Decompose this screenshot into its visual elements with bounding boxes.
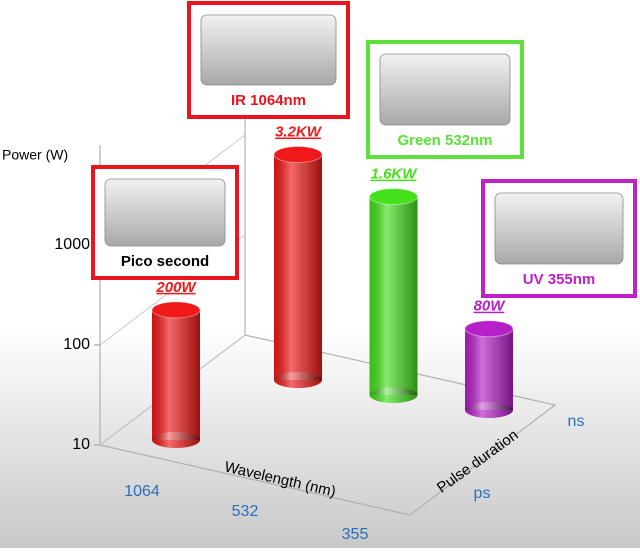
x-category-label: 532 xyxy=(232,503,259,520)
callout-label: IR 1064nm xyxy=(231,92,306,109)
x-category-label: 1064 xyxy=(124,483,160,500)
bar-shade xyxy=(369,196,418,395)
z-category-label: ps xyxy=(474,485,491,502)
y-tick-label: 100 xyxy=(63,336,90,353)
y-tick-label: 1000 xyxy=(54,236,90,253)
bar-top xyxy=(273,146,323,164)
bar-shade xyxy=(152,309,200,440)
bar-shade xyxy=(274,154,322,380)
device-image xyxy=(494,192,624,265)
bar-bottom-shade xyxy=(369,387,418,403)
value-label: 80W xyxy=(474,298,507,315)
y-axis-label: Power (W) xyxy=(2,147,68,163)
callout-label: UV 355nm xyxy=(523,271,596,288)
device-image xyxy=(379,53,511,126)
value-label: 1.6KW xyxy=(371,166,419,183)
value-label: 3.2KW xyxy=(275,124,323,141)
bar-top xyxy=(464,320,514,338)
bar-bottom-shade xyxy=(152,432,200,448)
x-category-label: 355 xyxy=(342,526,369,543)
bar-shade xyxy=(465,328,513,410)
device-image xyxy=(200,14,337,86)
bar-top xyxy=(151,301,201,319)
y-tick-label: 10 xyxy=(72,436,90,453)
bar-bottom-shade xyxy=(274,372,322,388)
callout-label: Green 532nm xyxy=(397,132,492,149)
bar-bottom-shade xyxy=(465,402,513,418)
z-category-label: ns xyxy=(568,413,585,430)
device-image xyxy=(104,178,226,247)
value-label: 200W xyxy=(155,279,197,296)
bar-top xyxy=(369,188,418,206)
callout-label: Pico second xyxy=(121,253,209,270)
